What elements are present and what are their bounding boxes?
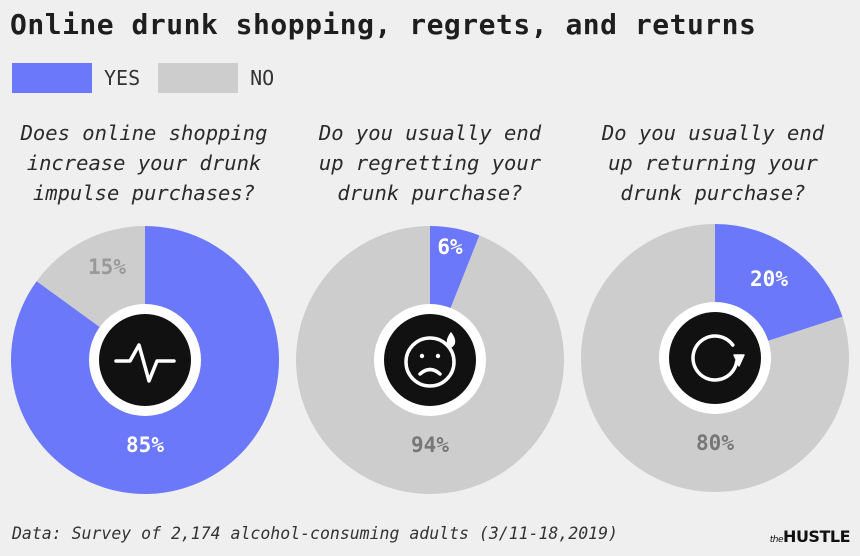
center-disc — [669, 312, 761, 404]
question-1: Does online shopping increase your drunk… — [20, 121, 268, 205]
legend: YES NO — [12, 62, 292, 94]
question-3: Do you usually end up returning your dru… — [601, 121, 825, 205]
value-label-yes: 85% — [126, 433, 164, 457]
value-label-no: 80% — [696, 431, 734, 455]
legend-label-no: NO — [250, 66, 275, 90]
legend-swatch-no — [158, 63, 239, 93]
center-disc — [99, 314, 191, 406]
refresh-icon — [691, 334, 745, 382]
question-2: Do you usually end up regretting your dr… — [318, 121, 542, 205]
value-label-yes: 6% — [437, 235, 463, 259]
donut-chart-3: 80% 20% — [580, 224, 849, 492]
chart-title: Online drunk shopping, regrets, and retu… — [10, 8, 757, 41]
donut-chart-1: 85% 15% — [10, 226, 280, 494]
value-label-no: 15% — [88, 255, 126, 279]
legend-swatch-yes — [12, 63, 92, 93]
value-label-yes: 20% — [750, 267, 788, 291]
legend-label-yes: YES — [104, 66, 141, 90]
value-label-no: 94% — [411, 433, 449, 457]
sad-face-icon — [404, 332, 456, 388]
pulse-icon — [114, 343, 176, 383]
donut-chart-2: 94% 6% — [295, 225, 564, 494]
footnote: Data: Survey of 2,174 alcohol-consuming … — [12, 524, 618, 543]
brand-logo: theHUSTLE — [769, 527, 851, 546]
center-disc — [384, 314, 476, 406]
